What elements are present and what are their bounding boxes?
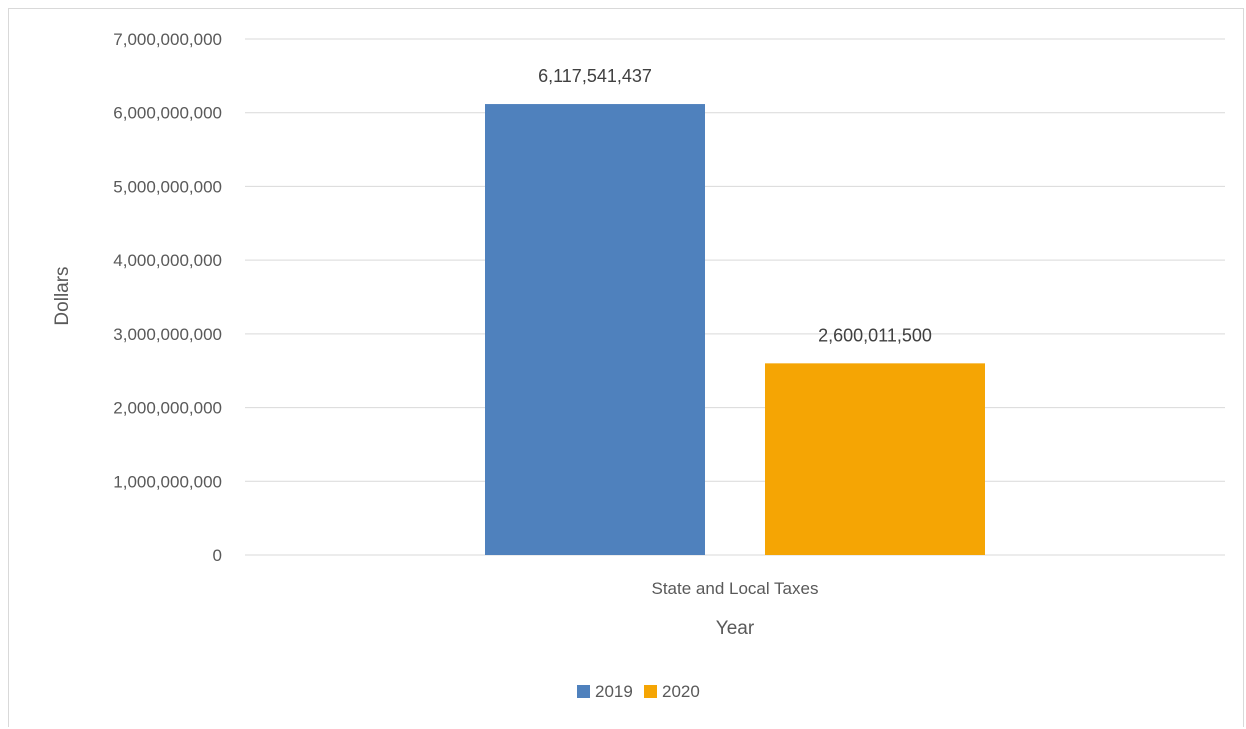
y-axis-ticks: 0 1,000,000,000 2,000,000,000 3,000,000,000…	[113, 30, 222, 565]
x-axis-title: Year	[716, 618, 755, 639]
legend: 2019 2020	[577, 682, 700, 701]
legend-swatch-2020	[644, 685, 657, 698]
y-tick-label: 3,000,000,000	[113, 325, 222, 344]
chart-frame	[8, 8, 1244, 727]
x-category-label: State and Local Taxes	[652, 579, 819, 598]
y-tick-label: 7,000,000,000	[113, 30, 222, 49]
legend-label-2020: 2020	[662, 682, 700, 701]
y-tick-label: 5,000,000,000	[113, 177, 222, 196]
y-tick-label: 0	[213, 546, 222, 565]
bar-2019	[485, 104, 705, 555]
y-axis-title: Dollars	[52, 266, 73, 325]
y-tick-label: 6,000,000,000	[113, 104, 222, 123]
bars	[485, 104, 985, 555]
data-label-2020: 2,600,011,500	[818, 325, 932, 345]
y-tick-label: 1,000,000,000	[113, 472, 222, 491]
legend-label-2019: 2019	[595, 682, 633, 701]
y-tick-label: 2,000,000,000	[113, 399, 222, 418]
data-label-2019: 6,117,541,437	[538, 66, 652, 86]
gridlines	[245, 38, 1225, 556]
bar-2020	[765, 363, 985, 555]
legend-swatch-2019	[577, 685, 590, 698]
data-labels: 6,117,541,437 2,600,011,500	[538, 66, 932, 345]
y-tick-label: 4,000,000,000	[113, 251, 222, 270]
